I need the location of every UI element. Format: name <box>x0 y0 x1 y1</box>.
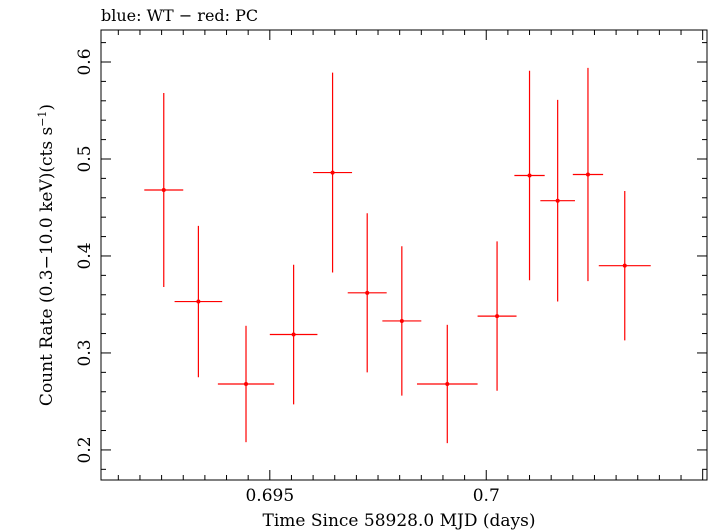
point-marker <box>196 299 201 304</box>
data-point <box>382 246 422 396</box>
point-marker <box>244 381 249 386</box>
point-marker <box>622 263 627 268</box>
point-marker <box>161 188 166 193</box>
y-axis-label-sup: −1 <box>36 111 49 127</box>
y-tick-label: 0.5 <box>75 145 95 172</box>
data-point <box>477 241 517 391</box>
data-point <box>416 324 478 444</box>
point-marker <box>399 318 404 323</box>
data-points <box>144 67 651 444</box>
data-point <box>598 190 651 341</box>
data-point <box>174 225 223 378</box>
axis-tick-labels: 0.2 0.3 0.4 0.5 0.6 0.695 0.7 <box>75 48 500 506</box>
point-marker <box>365 290 370 295</box>
point-marker <box>527 173 532 178</box>
y-tick-label: 0.2 <box>75 436 95 463</box>
data-point <box>269 264 318 405</box>
y-tick-label: 0.3 <box>75 339 95 366</box>
data-point <box>514 70 545 281</box>
point-marker <box>291 332 296 337</box>
y-tick-label: 0.4 <box>75 242 95 269</box>
y-tick-label: 0.6 <box>75 48 95 75</box>
data-point <box>217 325 275 443</box>
chart-title: blue: WT − red: PC <box>101 6 258 25</box>
x-axis-label: Time Since 58928.0 MJD (days) <box>263 511 536 531</box>
y-axis-label-main: Count Rate (0.3−10.0 keV)(cts s <box>37 127 57 406</box>
y-axis-label-end: ) <box>37 104 57 111</box>
point-marker <box>555 198 560 203</box>
y-axis-label: Count Rate (0.3−10.0 keV)(cts s−1) <box>36 104 57 406</box>
x-tick-label: 0.695 <box>245 486 294 506</box>
data-point <box>572 67 604 282</box>
point-marker <box>585 172 590 177</box>
point-marker <box>330 170 335 175</box>
data-point <box>144 93 184 288</box>
data-point <box>347 213 387 373</box>
data-point <box>313 72 353 273</box>
axis-ticks <box>101 30 707 480</box>
point-marker <box>495 314 500 319</box>
data-point <box>540 99 575 302</box>
x-tick-label: 0.7 <box>473 486 500 506</box>
point-marker <box>445 381 450 386</box>
plot-frame <box>100 29 708 481</box>
